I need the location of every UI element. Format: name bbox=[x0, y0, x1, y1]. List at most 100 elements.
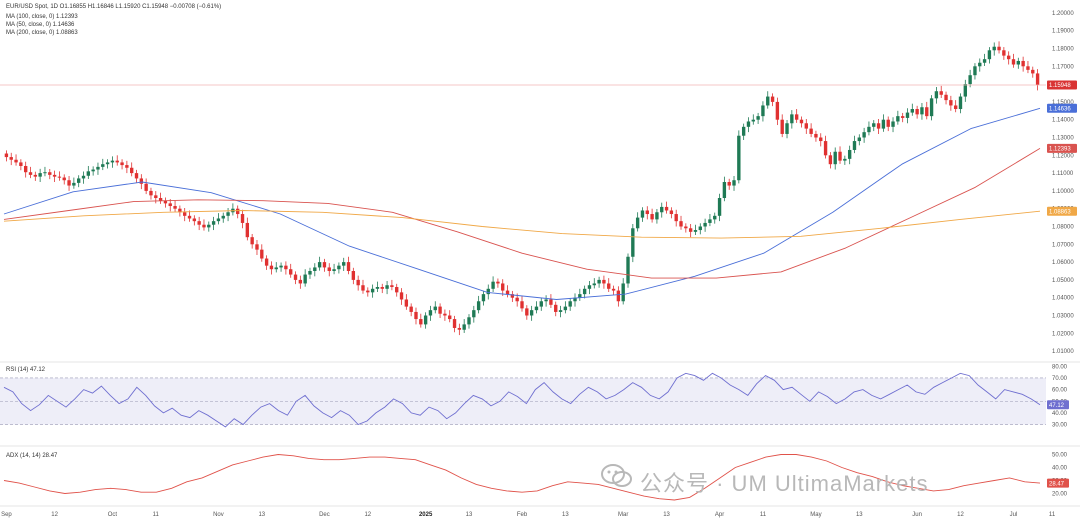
candle bbox=[534, 306, 539, 311]
x-tick-label: 13 bbox=[663, 512, 670, 518]
candle bbox=[920, 107, 924, 115]
candle bbox=[1026, 66, 1030, 70]
ma-line-200 bbox=[3, 210, 1041, 239]
candle bbox=[332, 269, 336, 271]
candle bbox=[202, 224, 206, 228]
x-tick-label: Nov bbox=[213, 512, 224, 518]
candle bbox=[419, 319, 423, 325]
candle bbox=[457, 327, 462, 330]
candle bbox=[86, 171, 91, 176]
adx-value-label: 28.47 bbox=[1049, 481, 1065, 487]
candle bbox=[38, 173, 42, 177]
candle bbox=[674, 214, 678, 222]
x-tick-label: 12 bbox=[51, 512, 58, 518]
candle bbox=[563, 306, 568, 311]
x-tick-label: 11 bbox=[1049, 512, 1056, 518]
candle bbox=[968, 75, 972, 85]
candle bbox=[746, 121, 751, 127]
candle bbox=[279, 265, 283, 268]
candle bbox=[298, 279, 303, 284]
candle bbox=[342, 262, 346, 266]
candle bbox=[356, 279, 360, 286]
candle bbox=[115, 160, 119, 163]
candle bbox=[399, 292, 404, 300]
candle bbox=[794, 114, 799, 120]
candle bbox=[105, 162, 110, 165]
candle bbox=[631, 228, 635, 257]
candle bbox=[843, 158, 847, 161]
candle bbox=[154, 195, 158, 199]
candle bbox=[264, 258, 269, 266]
candle bbox=[81, 175, 86, 179]
price-tick-label: 1.10000 bbox=[1052, 189, 1074, 195]
candle bbox=[496, 281, 500, 284]
candle bbox=[481, 294, 486, 302]
candle bbox=[96, 166, 100, 170]
candle bbox=[173, 206, 177, 209]
candle bbox=[886, 119, 890, 127]
candle bbox=[505, 290, 510, 295]
candle bbox=[443, 313, 447, 316]
candle bbox=[558, 310, 563, 312]
candle bbox=[462, 324, 466, 330]
candle bbox=[428, 310, 433, 316]
candle bbox=[872, 123, 876, 127]
candle bbox=[785, 123, 789, 134]
candle bbox=[905, 112, 910, 118]
candle bbox=[717, 198, 722, 216]
candle bbox=[501, 283, 505, 291]
price-tick-label: 1.11000 bbox=[1052, 171, 1074, 177]
x-tick-label: 13 bbox=[258, 512, 265, 518]
candle bbox=[57, 176, 62, 178]
candle bbox=[149, 190, 153, 196]
candle bbox=[4, 153, 9, 158]
candle bbox=[380, 287, 384, 289]
candle bbox=[260, 249, 264, 259]
ma50-value-label-tag bbox=[1047, 103, 1077, 113]
price-tick-label: 1.17000 bbox=[1052, 64, 1074, 70]
candle bbox=[881, 119, 886, 129]
rsi-tick-label: 80.00 bbox=[1052, 364, 1068, 370]
candle bbox=[28, 172, 33, 175]
candle bbox=[366, 290, 370, 293]
candle bbox=[539, 301, 543, 307]
legend-ma50: MA (50, close, 0) 1.14636 bbox=[6, 22, 75, 28]
x-tick-label: Oct bbox=[108, 512, 118, 518]
price-tick-label: 1.12000 bbox=[1052, 153, 1074, 159]
candle bbox=[679, 221, 683, 227]
candle bbox=[582, 288, 587, 295]
price-tick-label: 1.04000 bbox=[1052, 296, 1074, 302]
candle bbox=[819, 137, 823, 142]
price-tick-label: 1.05000 bbox=[1052, 278, 1074, 284]
candle bbox=[635, 217, 640, 229]
price-tick-label: 1.06000 bbox=[1052, 260, 1074, 266]
candle bbox=[684, 226, 688, 229]
candle bbox=[823, 141, 828, 156]
candle bbox=[934, 91, 939, 99]
ma-line-50 bbox=[3, 107, 1041, 300]
x-tick-label: 13 bbox=[562, 512, 569, 518]
ma200-value-label-tag bbox=[1047, 206, 1077, 216]
candle bbox=[852, 141, 857, 150]
rsi-value-tag bbox=[1047, 400, 1069, 410]
x-tick-label: 12 bbox=[957, 512, 964, 518]
candle bbox=[809, 128, 813, 134]
candle bbox=[404, 299, 409, 307]
candle bbox=[486, 288, 490, 295]
candle bbox=[544, 299, 548, 302]
legend-ma200: MA (200, close, 0) 1.08863 bbox=[6, 30, 78, 36]
candle bbox=[130, 167, 134, 174]
candle bbox=[597, 279, 601, 284]
ma100-value-label: 1.12393 bbox=[1049, 147, 1071, 153]
candle bbox=[1002, 50, 1006, 56]
watermark: 公众号 · UM UltimaMarkets bbox=[640, 471, 929, 496]
candle bbox=[611, 288, 616, 291]
candle bbox=[91, 169, 95, 172]
candle bbox=[240, 214, 245, 223]
candle bbox=[72, 182, 76, 186]
last-price-label-tag bbox=[1047, 80, 1077, 90]
candle bbox=[958, 96, 963, 110]
candle bbox=[607, 283, 611, 289]
x-tick-label: 2025 bbox=[419, 512, 433, 518]
